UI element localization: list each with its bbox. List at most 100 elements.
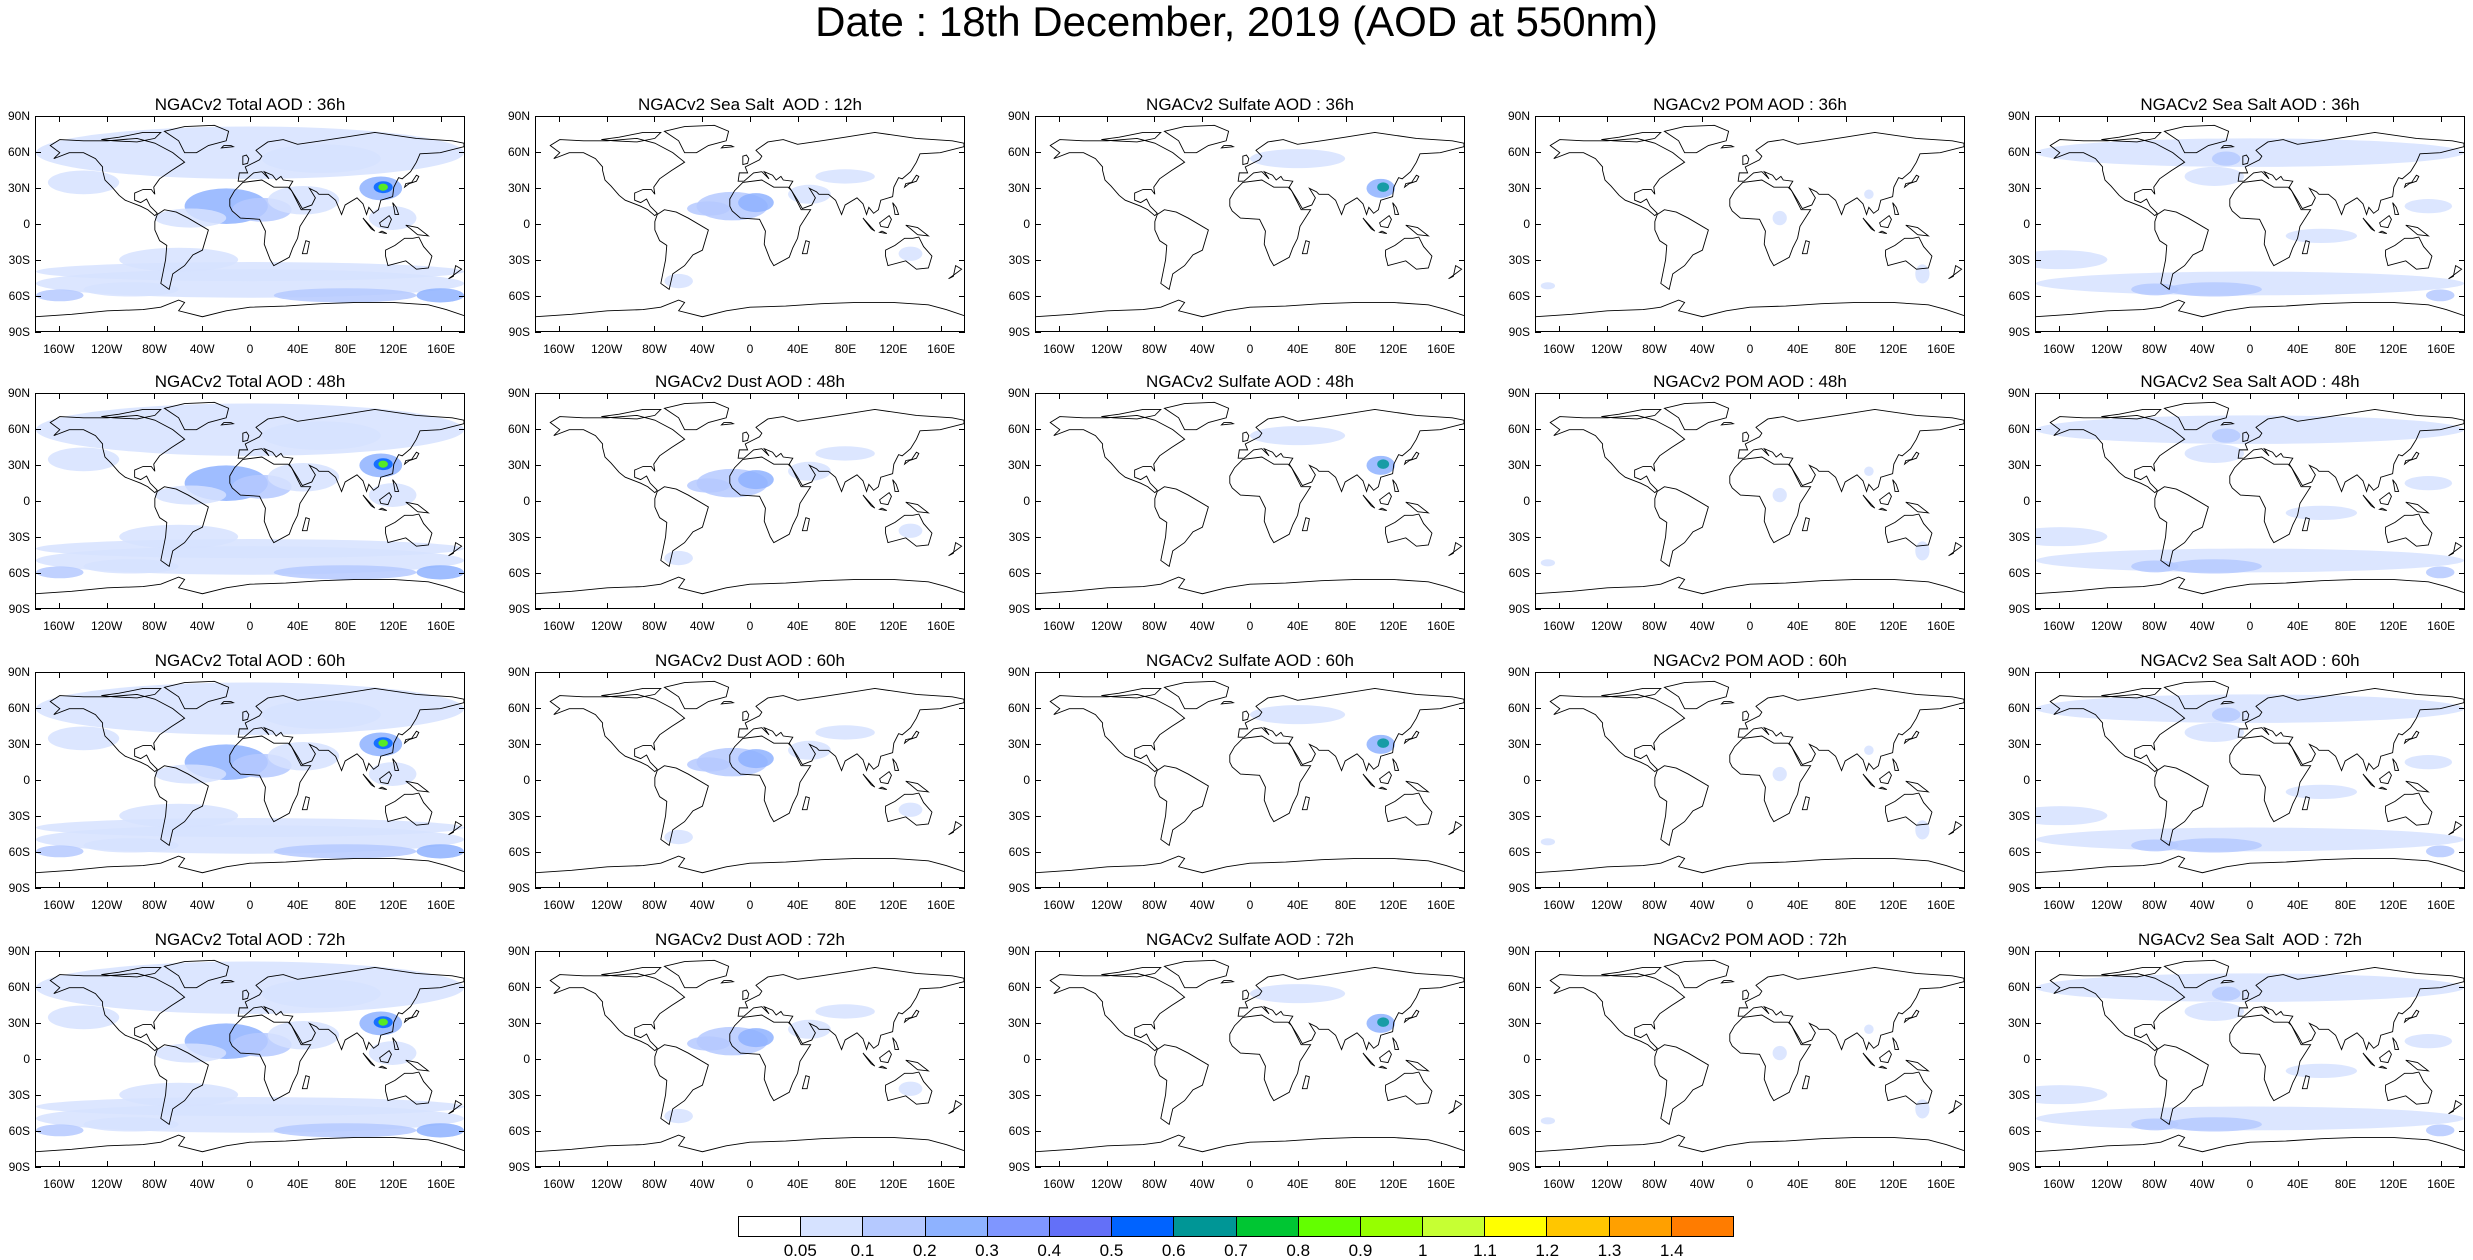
lat-tick	[1959, 816, 1965, 817]
lon-tick-label: 120E	[879, 1177, 908, 1191]
coastline	[1403, 451, 1420, 466]
lat-tick-label: 90S	[508, 1160, 530, 1174]
lon-tick-label: 120W	[90, 342, 123, 356]
lat-tick	[1535, 888, 1541, 889]
lat-tick-label: 60N	[1507, 701, 1530, 715]
lon-tick	[1750, 882, 1751, 888]
map-frame	[535, 393, 965, 609]
lat-tick-label: 60N	[1007, 701, 1030, 715]
coastline	[1220, 422, 1235, 426]
aod-shading	[686, 757, 730, 772]
lon-tick	[893, 672, 895, 678]
lon-tick	[750, 116, 751, 122]
lat-tick-label: 60N	[507, 701, 530, 715]
coastline	[378, 230, 387, 234]
lon-tick	[1845, 393, 1847, 399]
lon-tick-label: 120E	[879, 898, 908, 912]
lon-tick	[2441, 672, 2443, 678]
lon-tick-label: 80E	[834, 342, 857, 356]
coastline	[1405, 224, 1430, 237]
aod-shading	[2131, 283, 2179, 296]
lon-tick-label: 0	[1246, 1177, 1254, 1191]
coastline	[1242, 989, 1250, 1001]
lon-tick	[558, 951, 560, 957]
lon-tick-label: 160E	[927, 1177, 956, 1191]
coastline	[2154, 486, 2209, 568]
lat-tick-label: 60S	[2008, 566, 2030, 580]
lon-tick-label: 40E	[1287, 898, 1309, 912]
lat-tick	[959, 465, 965, 466]
lat-tick	[1459, 987, 1465, 988]
lon-tick-label: 40E	[787, 1177, 809, 1191]
lon-tick-label: 0	[2246, 342, 2254, 356]
coastline	[362, 1052, 376, 1067]
antarctic-coastline	[1036, 855, 1464, 874]
panel-title: NGACv2 Sulfate AOD : 60h	[1146, 651, 1354, 670]
lat-tick	[2459, 708, 2465, 709]
aod-shading	[1915, 541, 1930, 561]
lon-tick	[2250, 672, 2251, 678]
lat-tick	[1035, 152, 1041, 153]
lon-tick	[654, 672, 656, 678]
coastline	[1663, 124, 1730, 154]
map-frame	[35, 393, 465, 609]
lat-tick	[1035, 537, 1041, 538]
lat-tick	[1035, 816, 1041, 817]
lon-tick	[1441, 1161, 1443, 1167]
lat-tick	[35, 951, 41, 952]
lat-tick-label: 60S	[508, 845, 530, 859]
aod-shading	[36, 126, 464, 179]
lat-tick	[1959, 429, 1965, 430]
coastline	[405, 1059, 430, 1072]
lon-tick	[893, 116, 895, 122]
lat-tick	[1035, 393, 1041, 394]
coastline	[549, 972, 686, 1052]
lon-tick	[1654, 393, 1656, 399]
lon-tick-label: 120E	[379, 619, 408, 633]
lon-tick	[1393, 393, 1395, 399]
lat-tick	[535, 573, 541, 574]
lat-tick-label: 60N	[7, 980, 30, 994]
lat-tick	[35, 1131, 41, 1132]
lat-tick	[2035, 537, 2041, 538]
aod-shading	[1915, 820, 1930, 840]
lon-tick	[1750, 326, 1751, 332]
map-panel: NGACv2 Sea Salt AOD : 48h 90N 60N 30N 0 30S 60…	[2000, 372, 2470, 642]
coastline	[301, 1075, 310, 1090]
lon-tick	[2345, 116, 2347, 122]
lon-tick-label: 0	[246, 1177, 254, 1191]
colorbar-box	[1609, 1217, 1672, 1236]
lon-tick-label: 160W	[2043, 1177, 2075, 1191]
lat-tick	[1535, 332, 1541, 333]
coastline	[1101, 132, 1162, 143]
aod-shading	[1377, 182, 1390, 192]
lon-tick-label: 120E	[879, 342, 908, 356]
lon-tick-label: 80W	[142, 342, 167, 356]
antarctic-coastline	[2036, 855, 2464, 874]
lat-tick	[2459, 332, 2465, 333]
panel-title: NGACv2 POM AOD : 72h	[1653, 930, 1847, 949]
lat-tick	[535, 1095, 541, 1096]
lon-tick-label: 120W	[1590, 342, 1623, 356]
coastline	[1720, 145, 1735, 149]
coastline	[2229, 179, 2312, 267]
aod-shading	[2285, 1063, 2357, 1079]
lat-tick-label: 90N	[1507, 109, 1530, 123]
lon-tick	[1797, 951, 1799, 957]
aod-shading	[36, 1097, 464, 1117]
aod-shading	[2285, 784, 2357, 800]
aod-shading	[416, 565, 464, 580]
coastline	[405, 224, 430, 237]
map-panel: NGACv2 Dust AOD : 72h 90N 60N 30N 0 30S 60S 90S…	[500, 930, 970, 1200]
lon-tick-label: 40E	[2287, 1177, 2309, 1191]
coastline	[1905, 501, 1930, 514]
aod-shading	[273, 565, 417, 580]
lon-tick	[250, 951, 251, 957]
lon-tick-label: 160E	[1927, 342, 1956, 356]
aod-shading	[261, 700, 381, 729]
world-map	[1536, 680, 1964, 874]
coastline	[862, 1052, 876, 1067]
lat-tick-label: 90N	[1007, 109, 1030, 123]
lat-tick	[459, 1095, 465, 1096]
aod-shading	[378, 739, 388, 747]
